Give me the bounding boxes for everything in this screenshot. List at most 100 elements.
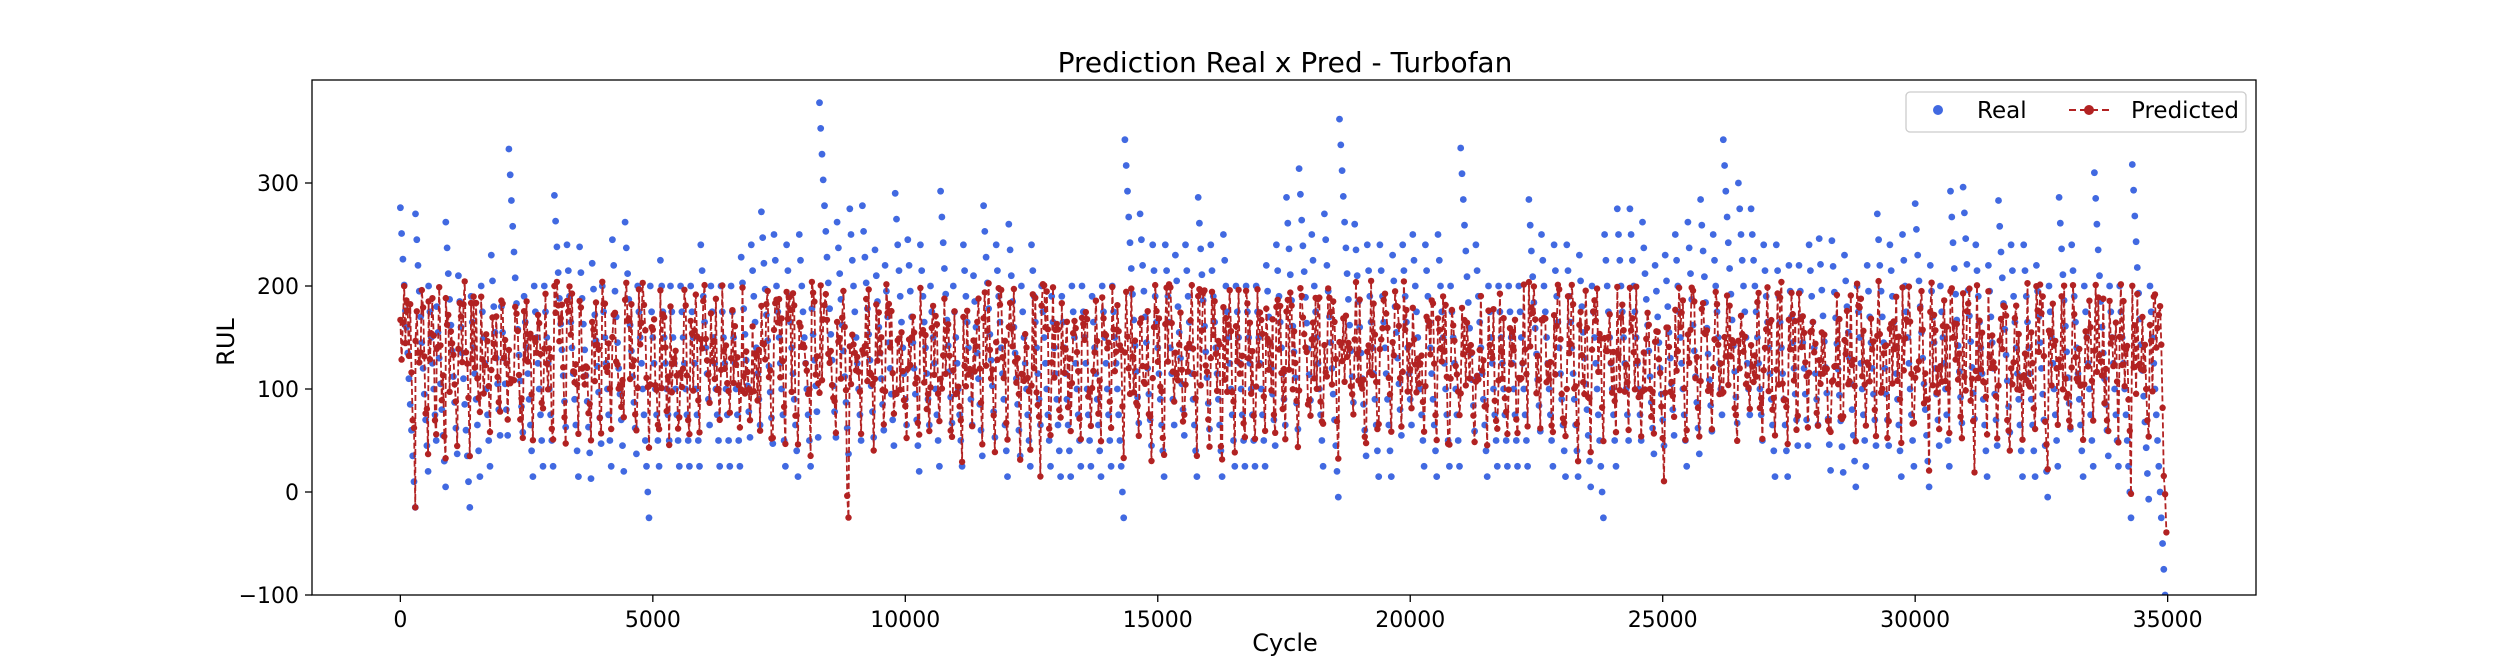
predicted-point xyxy=(499,300,506,307)
predicted-point xyxy=(1963,308,1971,315)
predicted-point xyxy=(1138,315,1145,322)
predicted-point xyxy=(1335,455,1342,462)
real-point xyxy=(1539,256,1547,264)
predicted-point xyxy=(597,430,605,437)
predicted-point xyxy=(1256,309,1264,316)
predicted-point xyxy=(510,377,518,384)
real-point xyxy=(1356,323,1364,331)
predicted-point xyxy=(1798,343,1805,351)
predicted-point xyxy=(981,289,988,296)
predicted-point xyxy=(1197,382,1204,389)
real-point xyxy=(1639,218,1646,226)
real-point xyxy=(1362,452,1370,460)
predicted-point xyxy=(1981,379,1988,386)
predicted-point xyxy=(1629,315,1636,322)
predicted-point xyxy=(1944,385,1952,392)
predicted-point xyxy=(2036,281,2044,288)
real-point xyxy=(1231,462,1239,470)
x-tick-label: 10000 xyxy=(870,608,940,633)
predicted-point xyxy=(1983,431,1991,438)
real-point xyxy=(1493,462,1501,470)
predicted-point xyxy=(1489,354,1496,362)
predicted-point xyxy=(672,347,679,354)
predicted-point xyxy=(1900,367,1908,374)
real-point xyxy=(1795,262,1803,269)
predicted-point xyxy=(948,433,956,440)
real-point xyxy=(1230,437,1237,444)
predicted-point xyxy=(1800,329,1808,336)
real-point xyxy=(1851,457,1858,465)
real-point xyxy=(1552,267,1559,274)
predicted-point xyxy=(2082,328,2089,335)
predicted-point xyxy=(1003,419,1010,427)
predicted-point xyxy=(1510,347,1517,354)
predicted-point xyxy=(1009,343,1016,350)
predicted-point xyxy=(1501,395,1509,402)
predicted-point xyxy=(1073,348,1081,356)
predicted-point xyxy=(611,309,619,316)
real-point xyxy=(1004,473,1011,480)
predicted-point xyxy=(782,440,789,448)
predicted-point xyxy=(466,452,473,460)
predicted-point xyxy=(971,368,978,375)
predicted-point xyxy=(1674,348,1682,355)
real-point xyxy=(1434,231,1442,238)
real-point xyxy=(399,255,407,263)
predicted-point xyxy=(2131,322,2138,329)
predicted-point xyxy=(1239,352,1246,359)
real-point xyxy=(1194,194,1202,201)
predicted-point xyxy=(1631,386,1639,393)
real-point xyxy=(577,269,585,276)
predicted-point xyxy=(635,286,643,293)
predicted-point xyxy=(1064,404,1072,411)
predicted-point xyxy=(1654,328,1661,335)
real-point xyxy=(2128,161,2136,168)
real-point xyxy=(1299,242,1307,250)
real-point xyxy=(1807,267,1814,274)
real-point xyxy=(1937,282,1944,290)
real-point xyxy=(1019,308,1027,316)
predicted-point xyxy=(1814,422,1822,429)
predicted-point xyxy=(1678,309,1685,316)
predicted-point xyxy=(873,301,880,308)
predicted-point xyxy=(2057,363,2064,371)
predicted-point xyxy=(1212,350,1220,358)
predicted-point xyxy=(1319,420,1327,427)
predicted-point xyxy=(1956,350,1963,357)
predicted-point xyxy=(2139,313,2146,321)
real-point xyxy=(1140,287,1148,295)
predicted-point xyxy=(1870,338,1877,345)
real-point xyxy=(487,251,495,259)
predicted-point xyxy=(433,431,440,438)
predicted-point xyxy=(831,397,838,405)
predicted-point xyxy=(865,286,872,293)
predicted-point xyxy=(1013,379,1020,386)
real-point xyxy=(1485,282,1492,290)
predicted-point xyxy=(483,331,490,338)
predicted-point xyxy=(1633,283,1640,290)
real-point xyxy=(1750,256,1757,264)
predicted-point xyxy=(515,371,523,379)
predicted-point xyxy=(808,278,816,286)
predicted-point xyxy=(931,371,938,378)
predicted-point xyxy=(1914,366,1921,373)
predicted-point xyxy=(1848,361,1856,369)
predicted-point xyxy=(1823,365,1831,372)
predicted-point xyxy=(647,381,654,388)
real-point xyxy=(1528,247,1535,255)
real-point xyxy=(982,253,990,261)
real-point xyxy=(1626,205,1634,213)
real-point xyxy=(1740,282,1747,290)
real-point xyxy=(1462,247,1470,255)
predicted-point xyxy=(861,342,869,350)
predicted-point xyxy=(982,362,990,369)
predicted-point xyxy=(1317,398,1324,405)
real-point xyxy=(552,217,559,225)
real-point xyxy=(2094,246,2102,254)
real-point xyxy=(1473,267,1481,274)
predicted-point xyxy=(1071,317,1078,325)
predicted-point xyxy=(2158,341,2165,348)
predicted-point xyxy=(1644,309,1651,316)
real-point xyxy=(462,426,470,434)
real-point xyxy=(2080,282,2088,290)
